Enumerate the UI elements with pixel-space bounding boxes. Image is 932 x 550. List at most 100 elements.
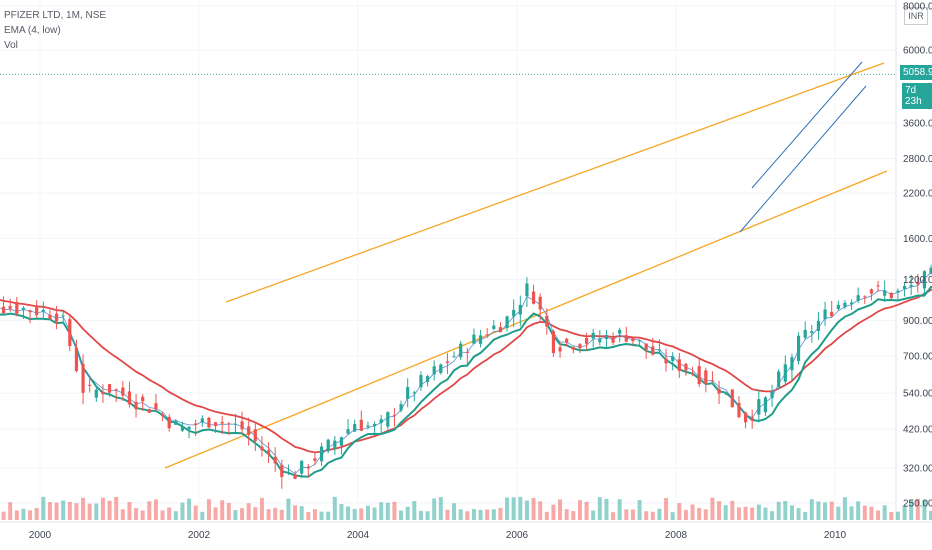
candle-body — [107, 384, 112, 393]
volume-bar — [61, 500, 66, 520]
volume-bar — [445, 509, 450, 520]
candle-body — [902, 285, 907, 289]
volume-bar — [94, 503, 99, 520]
volume-bar — [849, 506, 854, 520]
candle-body — [810, 331, 814, 334]
volume-bar — [160, 510, 165, 520]
candle-body — [88, 384, 92, 386]
volume-indicator-label[interactable]: Vol — [4, 40, 18, 51]
candle-body — [538, 296, 542, 310]
candle-body — [240, 421, 244, 430]
volume-bar — [524, 500, 529, 520]
volume-bar — [736, 507, 741, 520]
candle-body — [8, 306, 12, 309]
volume-bar — [564, 509, 569, 520]
volume-bar — [505, 497, 510, 520]
candle-body — [816, 320, 821, 331]
price-tick-label: 540.00 — [903, 389, 932, 400]
volume-bar — [630, 509, 635, 520]
candle-body — [339, 437, 344, 446]
grid — [0, 0, 932, 523]
candle-body — [432, 366, 436, 375]
price-tick-label: 320.00 — [903, 463, 932, 474]
candle-body — [863, 296, 867, 298]
volume-bar — [319, 511, 324, 520]
volume-bar — [856, 501, 861, 520]
volume-bar — [544, 511, 549, 520]
candle-body — [478, 335, 483, 344]
ema-slow-line — [0, 288, 932, 454]
volume-bar — [47, 502, 52, 520]
candle-body — [545, 315, 549, 327]
price-tick-label: 420.00 — [903, 425, 932, 436]
candle-body — [459, 343, 463, 358]
volume-bar — [577, 500, 582, 520]
candle-body — [68, 319, 72, 346]
candle-body — [531, 291, 536, 304]
candle-body — [379, 419, 383, 423]
candle-body — [591, 332, 595, 339]
candle-body — [247, 426, 251, 435]
volume-bar — [690, 504, 695, 520]
candle-body — [836, 304, 840, 309]
volume-bar — [286, 498, 291, 520]
volume-bar — [717, 501, 722, 520]
price-tick-label: 2200.00 — [903, 189, 932, 200]
volume-bar — [703, 509, 708, 520]
candle-body — [690, 372, 695, 374]
chart-legend: PFIZER LTD, 1M, NSE EMA (4, low) Vol — [4, 8, 106, 53]
volume-bar — [836, 506, 841, 520]
volume-bar — [683, 509, 688, 520]
volume-bar — [511, 497, 516, 520]
candle-body — [743, 412, 748, 423]
price-tick-label: 2800.00 — [903, 154, 932, 165]
candle-body — [406, 387, 410, 399]
price-tick-label: 900.00 — [903, 316, 932, 327]
candle-body — [101, 391, 105, 395]
candle-body — [796, 335, 801, 362]
candle-body — [763, 397, 768, 413]
volume-bar — [743, 506, 748, 520]
candle-body — [147, 409, 151, 413]
candle-body — [565, 338, 569, 343]
volume-bar — [127, 502, 132, 520]
symbol-label[interactable]: PFIZER LTD, 1M, NSE — [4, 10, 107, 21]
price-tick-label: 8000.00 — [903, 2, 932, 13]
volume-bar — [432, 498, 437, 520]
candle-body — [657, 349, 662, 351]
volume-bar — [21, 508, 26, 520]
currency-button[interactable]: INR — [904, 7, 928, 25]
volume-bar — [697, 507, 702, 520]
candle-body — [386, 412, 390, 427]
volume-bar — [392, 501, 397, 520]
candle-body — [730, 389, 734, 408]
volume-bar — [74, 503, 79, 520]
candle-body — [41, 309, 45, 312]
last-price-badge: 5058.90 — [900, 65, 932, 81]
volume-bars — [1, 496, 932, 520]
volume-bar — [1, 511, 6, 520]
volume-bar — [644, 511, 649, 520]
price-tick-label: 700.00 — [903, 352, 932, 363]
volume-bar — [617, 499, 622, 520]
volume-bar — [332, 496, 337, 520]
candle-body — [1, 306, 6, 314]
candle-body — [505, 316, 509, 329]
volume-bar — [604, 498, 609, 520]
volume-bar — [233, 510, 238, 520]
candle-body — [737, 402, 741, 418]
candle-body — [783, 364, 787, 382]
volume-bar — [438, 497, 443, 520]
candle-body — [141, 396, 145, 402]
candle-body — [697, 366, 701, 385]
candle-body — [651, 346, 655, 355]
volume-bar — [81, 497, 86, 520]
ema-indicator-label[interactable]: EMA (4, low) — [4, 25, 61, 36]
volume-bar — [829, 501, 834, 520]
volume-bar — [657, 508, 662, 520]
volume-bar — [915, 498, 920, 520]
volume-bar — [789, 505, 794, 520]
volume-bar — [518, 496, 523, 520]
candle-body — [777, 371, 781, 387]
